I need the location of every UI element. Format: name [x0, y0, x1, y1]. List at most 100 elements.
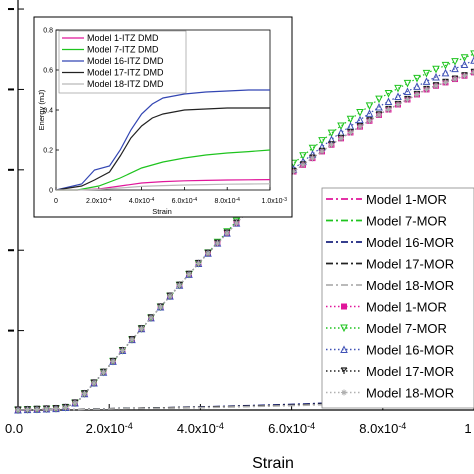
- inset-x-axis-label: Strain: [152, 207, 172, 216]
- inset-series-model-17-itz-dmd: [55, 107, 270, 191]
- legend-marker: [341, 389, 347, 396]
- legend-entry: Model 1-MOR: [326, 192, 447, 207]
- series-marker: [384, 89, 393, 98]
- series-marker: [414, 91, 420, 98]
- series-marker: [470, 68, 474, 76]
- series-marker: [441, 61, 450, 70]
- series-marker: [413, 82, 421, 90]
- y-tick-label-fragment: [8, 329, 14, 332]
- main-plot: 0.0 2.0x10-4 4.0x10-4 6.0x10-4 8.0x10-4 1 Stra…: [5, 0, 474, 472]
- series-marker: [72, 400, 78, 407]
- series-marker: [308, 144, 317, 153]
- series-marker: [442, 79, 449, 86]
- legend-entry: Model 1-MOR: [326, 300, 447, 315]
- legend-label: Model 18-MOR: [366, 386, 454, 401]
- inset-x-tick-label: 8.0x10-4: [214, 197, 240, 205]
- series-marker: [167, 293, 173, 300]
- series-marker: [460, 54, 469, 62]
- y-tick-label-fragment: [8, 88, 14, 91]
- legend-entry: Model 17-MOR: [326, 364, 454, 379]
- legend-label: Model 16-MOR: [366, 343, 454, 358]
- series-marker: [299, 152, 307, 160]
- series-marker: [148, 314, 154, 321]
- series-marker: [347, 129, 354, 136]
- legend-label: Model 1-MOR: [366, 192, 447, 207]
- inset-legend-label: Model 7-ITZ DMD: [87, 45, 159, 55]
- series-marker: [318, 137, 326, 145]
- series-marker: [233, 220, 240, 227]
- series-marker: [356, 115, 364, 124]
- legend-label: Model 1-MOR: [366, 300, 447, 315]
- series-marker: [413, 74, 421, 83]
- series-marker: [452, 76, 458, 83]
- inset-y-tick-label: 0: [49, 188, 53, 195]
- series-marker: [176, 282, 183, 289]
- series-marker: [385, 106, 392, 113]
- legend-entry: Model 16-MOR: [326, 343, 454, 358]
- legend-label: Model 16-MOR: [366, 235, 454, 250]
- series-marker: [356, 109, 364, 117]
- legend-marker: [340, 345, 348, 353]
- series-marker: [24, 406, 31, 413]
- series-marker: [461, 72, 468, 79]
- series-marker: [195, 260, 202, 267]
- inset-y-tick-label: 0.8: [43, 28, 53, 35]
- inset-x-tick-label: 2.0x10-4: [86, 197, 112, 205]
- legend-entry: Model 7-MOR: [326, 214, 447, 229]
- series-marker: [375, 102, 383, 111]
- main-legend: Model 1-MOR Model 7-MOR Model 16-MOR Model …: [321, 187, 474, 409]
- series-marker: [319, 148, 325, 155]
- legend-marker: [341, 303, 347, 310]
- series-marker: [129, 336, 135, 343]
- series-marker: [403, 79, 412, 88]
- series-marker: [53, 405, 59, 412]
- x-tick-label: 2.0x10-4: [86, 421, 133, 436]
- series-marker: [205, 250, 211, 257]
- x-tick-label: 6.0x10-4: [268, 421, 315, 436]
- series-marker: [300, 161, 306, 168]
- legend-entry: Model 18-MOR: [326, 278, 454, 293]
- y-tick-label-fragment: [8, 8, 14, 11]
- series-marker: [110, 358, 116, 365]
- y-tick-label-fragment: [8, 249, 14, 252]
- series-marker: [186, 271, 192, 278]
- series-marker: [376, 111, 382, 118]
- y-tick-label-fragment: [8, 168, 14, 171]
- series-marker: [346, 115, 355, 124]
- inset-x-tick-label: 6.0x10-4: [172, 197, 198, 205]
- inset-legend-label: Model 16-ITZ DMD: [87, 56, 164, 66]
- series-marker: [395, 101, 401, 108]
- series-marker: [441, 68, 450, 77]
- series-marker: [309, 155, 316, 162]
- series-marker: [366, 117, 373, 124]
- x-tick-label: 4.0x10-4: [177, 421, 224, 436]
- series-marker: [34, 406, 40, 413]
- series-marker: [357, 123, 363, 130]
- legend-label: Model 17-MOR: [366, 364, 454, 379]
- legend-marker: [340, 367, 348, 374]
- series-marker: [470, 50, 474, 58]
- inset-legend-label: Model 18-ITZ DMD: [87, 79, 164, 89]
- series-marker: [394, 84, 402, 93]
- legend-entry: Model 17-MOR: [326, 257, 454, 272]
- inset-legend-box: [58, 30, 187, 94]
- series-marker: [403, 87, 412, 95]
- series-marker: [375, 95, 383, 104]
- series-marker: [394, 92, 402, 100]
- inset-series-model-7-itz-dmd: [56, 149, 271, 191]
- inset-legend-label: Model 17-ITZ DMD: [87, 68, 164, 78]
- legend-label: Model 18-MOR: [366, 278, 454, 293]
- series-line: [17, 398, 474, 411]
- series-marker: [138, 325, 145, 332]
- series-marker: [338, 135, 344, 142]
- series-marker: [451, 64, 459, 73]
- series-marker: [432, 72, 440, 81]
- series-marker: [15, 407, 21, 413]
- legend-label: Model 7-MOR: [366, 321, 447, 336]
- inset-x-tick-label: 4.0x10-4: [129, 197, 155, 205]
- series-marker: [432, 65, 440, 74]
- series-marker: [470, 56, 474, 64]
- series-marker: [119, 347, 126, 354]
